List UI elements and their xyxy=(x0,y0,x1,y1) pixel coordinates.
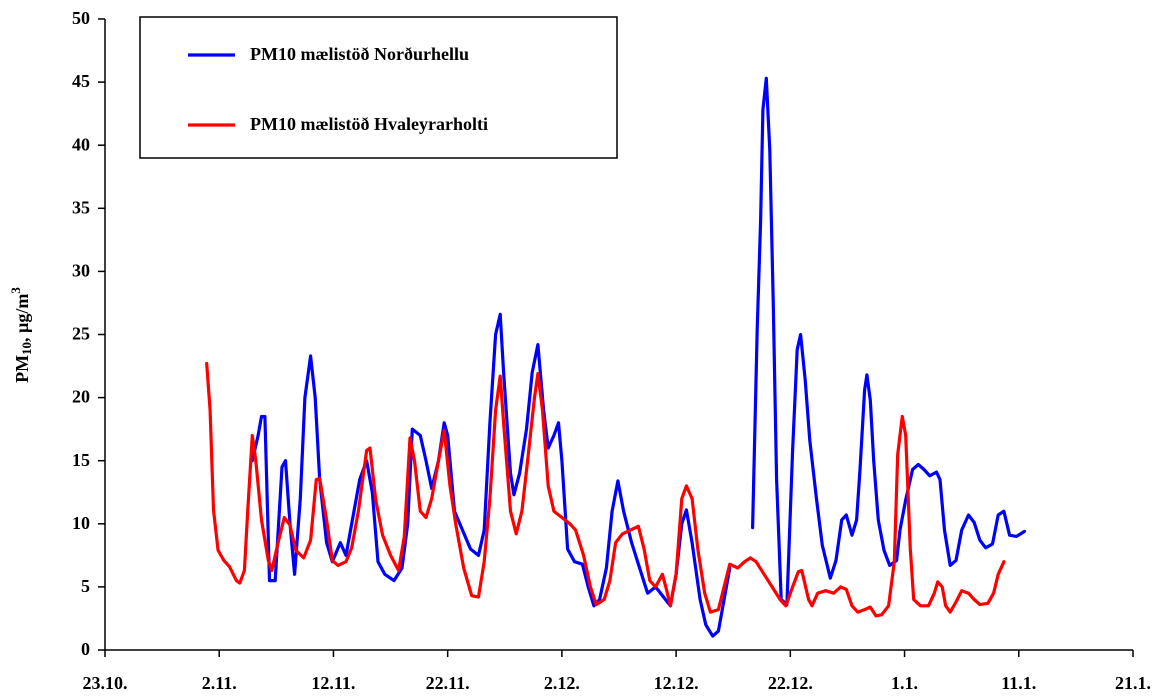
y-label-sub: 10 xyxy=(19,342,34,355)
y-tick-label: 15 xyxy=(72,450,90,470)
x-tick-label: 21.1. xyxy=(1115,673,1151,693)
y-axis-label: PM10, µg/m3 xyxy=(8,287,34,383)
legend-label: PM10 mælistöð Hvaleyrarholti xyxy=(250,114,488,134)
y-tick-label: 50 xyxy=(72,8,90,28)
x-tick-label: 2.11. xyxy=(202,673,237,693)
y-tick-label: 30 xyxy=(72,261,90,281)
y-label-part: , µg/m xyxy=(12,294,32,342)
y-tick-label: 40 xyxy=(72,134,90,154)
y-tick-label: 35 xyxy=(72,197,90,217)
x-tick-label: 23.10. xyxy=(83,673,128,693)
y-tick-label: 0 xyxy=(81,639,90,659)
x-tick-label: 12.12. xyxy=(654,673,699,693)
series-line xyxy=(205,361,1006,618)
series-line xyxy=(250,76,1027,638)
x-tick-label: 22.12. xyxy=(768,673,813,693)
x-tick-label: 1.1. xyxy=(891,673,918,693)
x-tick-label: 12.11. xyxy=(311,673,355,693)
y-label-part: PM xyxy=(12,355,32,383)
legend-box xyxy=(139,16,618,159)
y-tick-label: 5 xyxy=(81,576,90,596)
y-label-sup: 3 xyxy=(8,287,23,294)
legend-label: PM10 mælistöð Norðurhellu xyxy=(250,44,469,64)
y-tick-label: 10 xyxy=(72,513,90,533)
x-tick-label: 2.12. xyxy=(544,673,580,693)
y-tick-label: 20 xyxy=(72,387,90,407)
y-tick-label: 45 xyxy=(72,71,90,91)
x-tick-label: 11.1. xyxy=(1001,673,1036,693)
x-tick-label: 22.11. xyxy=(426,673,470,693)
y-tick-label: 25 xyxy=(72,324,90,344)
